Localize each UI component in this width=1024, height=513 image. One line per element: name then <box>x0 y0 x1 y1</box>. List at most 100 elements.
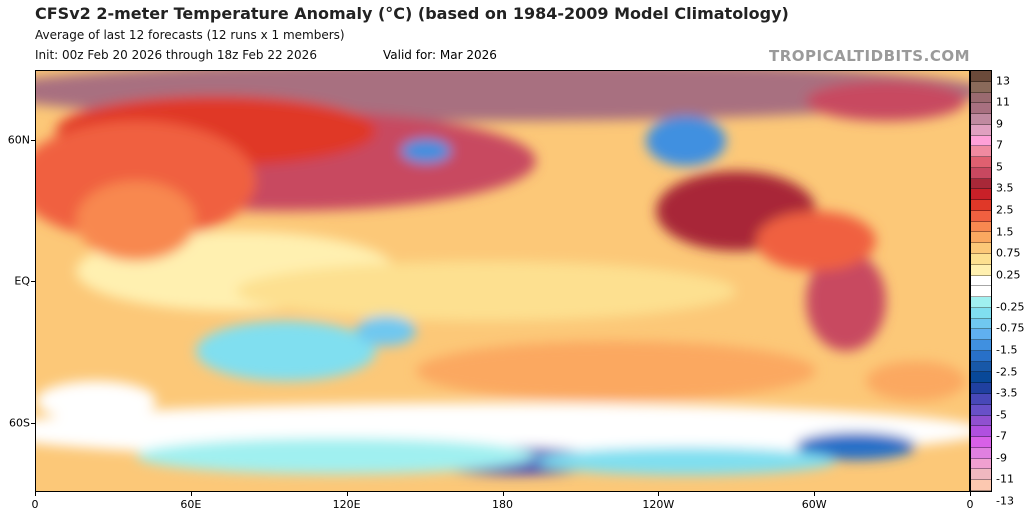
colorbar-bin <box>971 167 991 179</box>
colorbar-bin <box>971 210 991 222</box>
colorbar-bin <box>971 71 991 82</box>
colorbar-bin <box>971 297 991 308</box>
lon-label: 120W <box>642 498 675 511</box>
anomaly-region <box>646 116 726 166</box>
colorbar-bin <box>971 480 991 491</box>
colorbar-label: 0.75 <box>996 246 1021 260</box>
colorbar-label: 2.5 <box>996 203 1014 217</box>
anomaly-region <box>806 81 966 121</box>
anomaly-region <box>401 139 451 163</box>
anomaly-region <box>76 181 196 261</box>
colorbar-bin <box>971 124 991 136</box>
lon-label: 120E <box>332 498 361 511</box>
colorbar-bin <box>971 318 991 330</box>
colorbar-label: -0.75 <box>996 321 1024 335</box>
anomaly-region <box>806 251 886 351</box>
colorbar-bin <box>971 437 991 448</box>
lat-tick <box>31 140 35 141</box>
anomaly-field <box>0 61 986 491</box>
colorbar-label: 13 <box>996 74 1010 88</box>
colorbar-label: 9 <box>996 117 1003 131</box>
colorbar-label: -7 <box>996 429 1007 443</box>
colorbar-bin <box>971 415 991 427</box>
valid-time: Valid for: Mar 2026 <box>383 48 497 62</box>
init-time: Init: 00z Feb 20 2026 through 18z Feb 22… <box>35 48 317 62</box>
colorbar-bin <box>971 189 991 201</box>
lon-label: 180 <box>492 498 513 511</box>
colorbar-label: -3.5 <box>996 386 1018 400</box>
colorbar-label: 1.5 <box>996 225 1014 239</box>
colorbar-bin <box>971 275 991 287</box>
lat-label: EQ <box>14 274 30 288</box>
colorbar-label: -13 <box>996 494 1014 508</box>
colorbar-bin <box>971 243 991 255</box>
colorbar-bin <box>971 81 991 93</box>
colorbar-label: -5 <box>996 408 1007 422</box>
anomaly-region <box>866 361 966 401</box>
colorbar <box>970 70 992 492</box>
colorbar-label: 3.5 <box>996 181 1014 195</box>
lon-tick <box>35 492 36 496</box>
lat-tick <box>31 423 35 424</box>
colorbar-bin <box>971 286 991 298</box>
colorbar-bin <box>971 103 991 115</box>
colorbar-bin <box>971 458 991 470</box>
colorbar-bin <box>971 372 991 384</box>
colorbar-bin <box>971 307 991 319</box>
anomaly-region <box>236 261 736 321</box>
colorbar-bin <box>971 329 991 341</box>
anomaly-region <box>796 432 916 460</box>
anomaly-region <box>536 447 836 475</box>
colorbar-bin <box>971 157 991 168</box>
colorbar-bin <box>971 426 991 438</box>
lon-label: 0 <box>31 498 39 511</box>
colorbar-bin <box>971 221 991 233</box>
anomaly-region <box>196 321 376 381</box>
colorbar-bin <box>971 383 991 394</box>
colorbar-label: -9 <box>996 451 1007 465</box>
colorbar-bin <box>971 404 991 416</box>
anomaly-region <box>416 341 816 401</box>
colorbar-bin <box>971 114 991 125</box>
colorbar-bin <box>971 146 991 158</box>
colorbar-bin <box>971 92 991 104</box>
lon-tick <box>970 492 971 496</box>
anomaly-map <box>0 61 986 492</box>
lon-tick <box>814 492 816 496</box>
chart-title: CFSv2 2-meter Temperature Anomaly (°C) (… <box>35 4 789 23</box>
colorbar-label: -1.5 <box>996 343 1018 357</box>
anomaly-region <box>356 316 416 346</box>
colorbar-bin <box>971 350 991 362</box>
colorbar-bin <box>971 200 991 211</box>
colorbar-bin <box>971 232 991 244</box>
anomaly-region <box>136 438 536 474</box>
colorbar-bin <box>971 469 991 481</box>
colorbar-bin <box>971 178 991 190</box>
lon-tick <box>658 492 660 496</box>
colorbar-label: 11 <box>996 95 1010 109</box>
lon-tick <box>190 492 192 496</box>
lat-label: 60S <box>9 416 30 430</box>
colorbar-bin <box>971 393 991 405</box>
subtitle: Average of last 12 forecasts (12 runs x … <box>35 28 345 42</box>
lon-tick <box>346 492 348 496</box>
colorbar-label: 7 <box>996 138 1003 152</box>
lon-label: 60E <box>180 498 202 511</box>
colorbar-bin <box>971 340 991 351</box>
anomaly-region <box>756 211 876 271</box>
colorbar-bin <box>971 254 991 265</box>
colorbar-label: -0.25 <box>996 300 1024 314</box>
colorbar-label: 0.25 <box>996 268 1021 282</box>
lat-tick <box>31 281 35 282</box>
lat-label: 60N <box>7 133 30 147</box>
colorbar-bin <box>971 361 991 373</box>
lon-label: 0 <box>966 498 974 511</box>
brand-watermark: TROPICALTIDBITS.COM <box>769 47 970 65</box>
colorbar-label: -2.5 <box>996 365 1018 379</box>
colorbar-label: 5 <box>996 160 1003 174</box>
lon-tick <box>502 492 504 496</box>
anomaly-region <box>36 381 156 421</box>
lon-label: 60W <box>801 498 827 511</box>
colorbar-bin <box>971 135 991 147</box>
colorbar-bin <box>971 264 991 276</box>
